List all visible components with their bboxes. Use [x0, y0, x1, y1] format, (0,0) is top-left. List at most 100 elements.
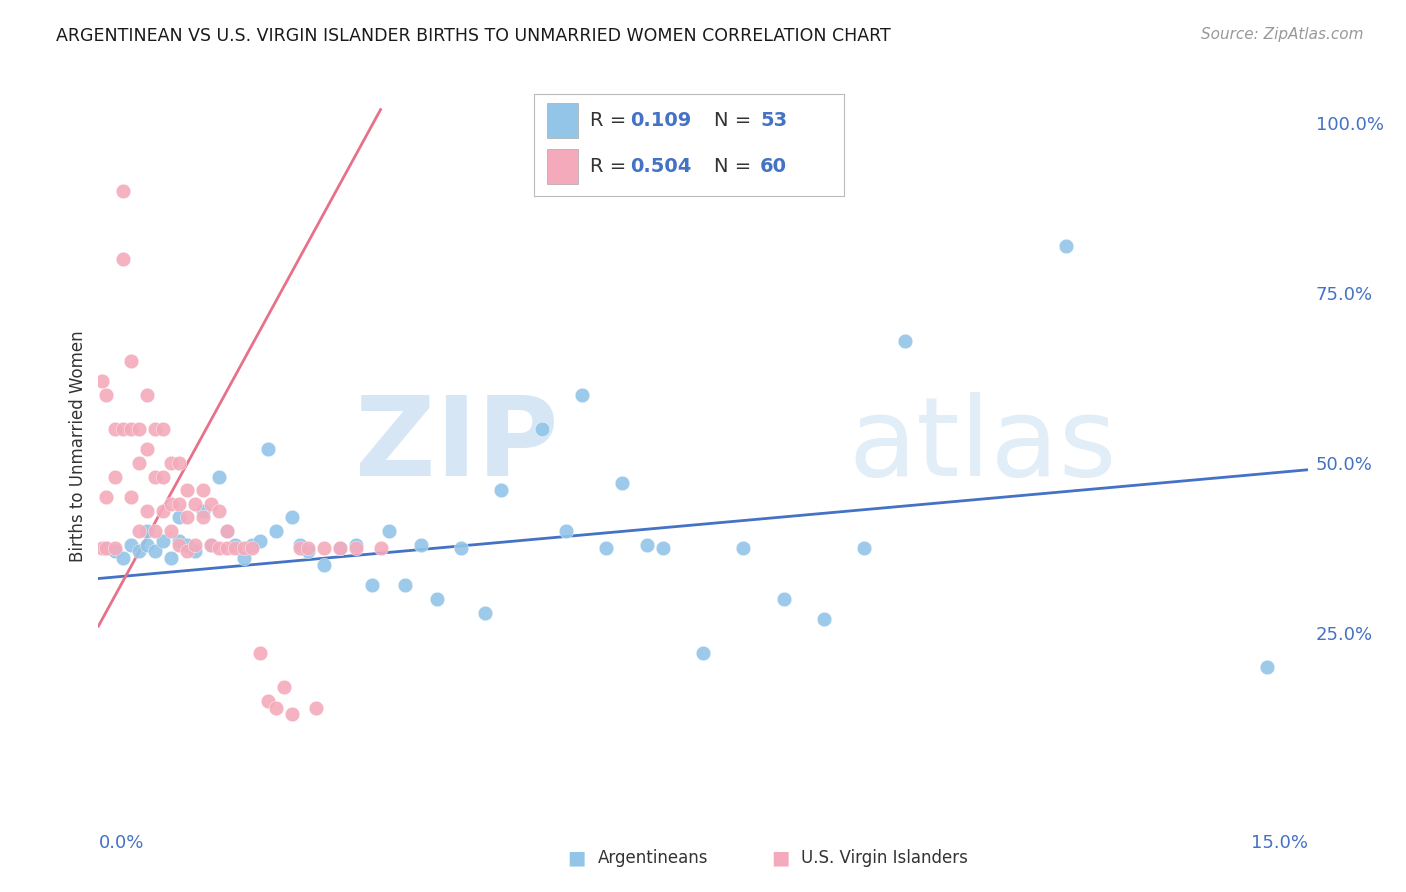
- Point: [128, 422, 150, 436]
- Text: ARGENTINEAN VS U.S. VIRGIN ISLANDER BIRTHS TO UNMARRIED WOMEN CORRELATION CHART: ARGENTINEAN VS U.S. VIRGIN ISLANDER BIRT…: [56, 27, 891, 45]
- Text: N =: N =: [714, 157, 758, 176]
- Text: Argentineans: Argentineans: [598, 849, 709, 867]
- Point: [361, 578, 384, 592]
- Point: [176, 510, 198, 524]
- Point: [595, 541, 617, 555]
- Point: [167, 497, 190, 511]
- Point: [135, 537, 157, 551]
- Point: [224, 537, 246, 551]
- Point: [96, 541, 118, 555]
- Point: [314, 541, 336, 555]
- Point: [651, 541, 673, 555]
- Point: [329, 541, 352, 555]
- Point: [152, 534, 174, 549]
- Point: [256, 442, 278, 457]
- Point: [160, 551, 183, 566]
- Point: [491, 483, 513, 498]
- Point: [217, 524, 239, 538]
- Point: [240, 541, 263, 555]
- Point: [288, 537, 311, 551]
- Point: [135, 503, 157, 517]
- Text: N =: N =: [714, 111, 758, 130]
- Point: [232, 541, 254, 555]
- Point: [853, 541, 876, 555]
- Text: R =: R =: [591, 111, 633, 130]
- Point: [120, 537, 142, 551]
- Point: [1256, 660, 1278, 674]
- Point: [96, 541, 118, 555]
- Point: [184, 544, 207, 558]
- Point: [571, 388, 593, 402]
- Point: [111, 184, 134, 198]
- Point: [143, 524, 166, 538]
- Point: [128, 544, 150, 558]
- Point: [96, 388, 118, 402]
- Point: [96, 490, 118, 504]
- Point: [200, 497, 222, 511]
- Point: [160, 456, 183, 470]
- Y-axis label: Births to Unmarried Women: Births to Unmarried Women: [69, 330, 87, 562]
- Point: [772, 591, 794, 606]
- Text: U.S. Virgin Islanders: U.S. Virgin Islanders: [801, 849, 969, 867]
- Point: [135, 524, 157, 538]
- Text: 53: 53: [761, 111, 787, 130]
- Point: [167, 534, 190, 549]
- Point: [426, 591, 449, 606]
- Point: [160, 524, 183, 538]
- Point: [143, 469, 166, 483]
- Point: [200, 537, 222, 551]
- Point: [893, 334, 915, 348]
- Point: [273, 680, 295, 694]
- Point: [314, 558, 336, 572]
- Point: [103, 541, 125, 555]
- Point: [193, 483, 215, 498]
- Point: [111, 551, 134, 566]
- Point: [733, 541, 755, 555]
- Point: [217, 541, 239, 555]
- Point: [232, 551, 254, 566]
- Point: [143, 422, 166, 436]
- Point: [474, 606, 496, 620]
- Point: [409, 537, 432, 551]
- Point: [224, 541, 246, 555]
- Point: [208, 503, 231, 517]
- Point: [103, 544, 125, 558]
- Point: [152, 422, 174, 436]
- Point: [813, 612, 835, 626]
- Point: [288, 541, 311, 555]
- Point: [208, 469, 231, 483]
- Point: [249, 646, 271, 660]
- Point: [91, 541, 114, 555]
- Text: 0.0%: 0.0%: [98, 834, 143, 852]
- Point: [152, 503, 174, 517]
- Point: [217, 524, 239, 538]
- Point: [184, 537, 207, 551]
- Point: [329, 541, 352, 555]
- Point: [344, 537, 367, 551]
- Point: [120, 354, 142, 368]
- Point: [143, 544, 166, 558]
- Point: [167, 456, 190, 470]
- Point: [297, 541, 319, 555]
- Point: [128, 524, 150, 538]
- Text: 0.504: 0.504: [630, 157, 692, 176]
- Point: [612, 476, 634, 491]
- Point: [450, 541, 472, 555]
- Point: [344, 541, 367, 555]
- Point: [120, 490, 142, 504]
- Point: [135, 388, 157, 402]
- Bar: [547, 149, 578, 184]
- Point: [264, 700, 287, 714]
- Point: [256, 694, 278, 708]
- Text: 0.109: 0.109: [630, 111, 692, 130]
- Text: 60: 60: [761, 157, 787, 176]
- Point: [555, 524, 578, 538]
- Point: [264, 524, 287, 538]
- Text: ZIP: ZIP: [354, 392, 558, 500]
- Point: [370, 541, 392, 555]
- Point: [281, 510, 304, 524]
- Point: [184, 497, 207, 511]
- Point: [377, 524, 399, 538]
- Point: [176, 537, 198, 551]
- Point: [176, 483, 198, 498]
